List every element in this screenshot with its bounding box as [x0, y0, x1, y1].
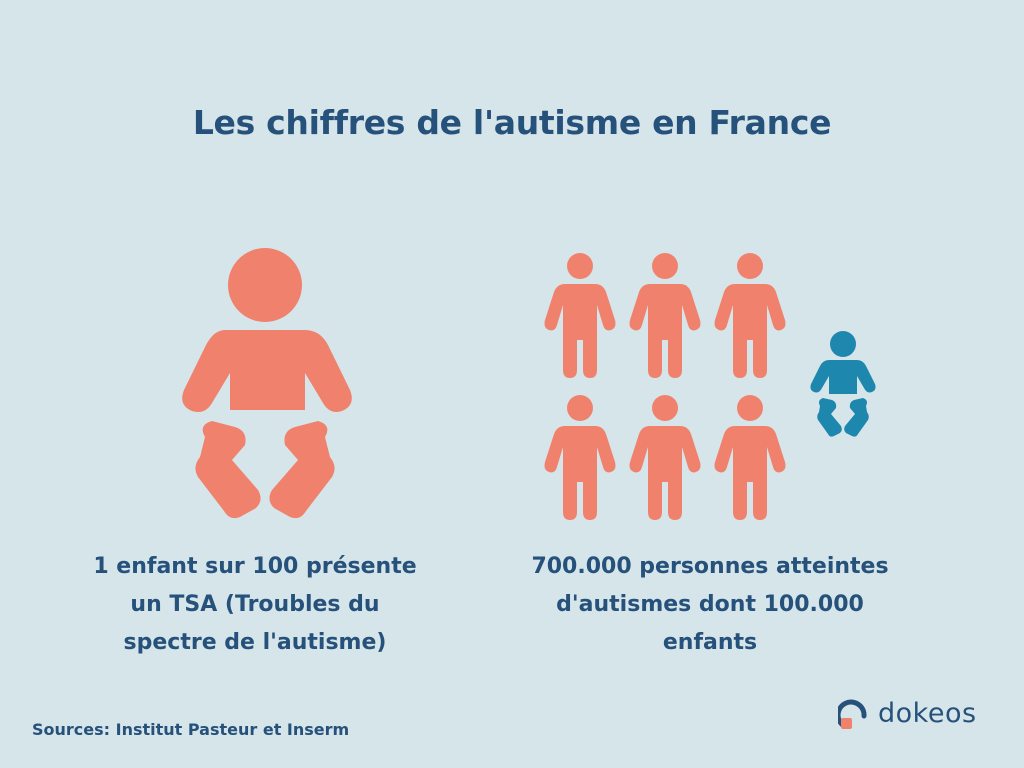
sources-text: Sources: Institut Pasteur et Inserm [32, 720, 350, 739]
logo-wordmark: dokeos [878, 697, 977, 729]
dokeos-logo: dokeos [838, 696, 977, 730]
left-caption-line: spectre de l'autisme) [123, 630, 387, 655]
page-title: Les chiffres de l'autisme en France [192, 103, 832, 142]
person-icon [714, 395, 786, 520]
person-icon [714, 253, 786, 378]
person-icon [629, 253, 701, 378]
person-icon [544, 395, 616, 520]
adults-group [544, 253, 786, 520]
left-caption-line: un TSA (Troubles du [130, 592, 380, 617]
right-caption-line: enfants [662, 630, 758, 655]
right-caption: 700.000 personnes atteintes d'autismes d… [490, 548, 930, 662]
baby-icon [182, 248, 352, 519]
right-caption-line: 700.000 personnes atteintes [531, 554, 889, 579]
left-caption: 1 enfant sur 100 présente un TSA (Troubl… [40, 548, 470, 662]
left-caption-line: 1 enfant sur 100 présente [93, 554, 417, 579]
person-icon [544, 253, 616, 378]
dokeos-logo-icon [838, 699, 867, 729]
baby-icon [810, 331, 876, 437]
person-icon [629, 395, 701, 520]
right-caption-line: d'autismes dont 100.000 [556, 592, 864, 617]
